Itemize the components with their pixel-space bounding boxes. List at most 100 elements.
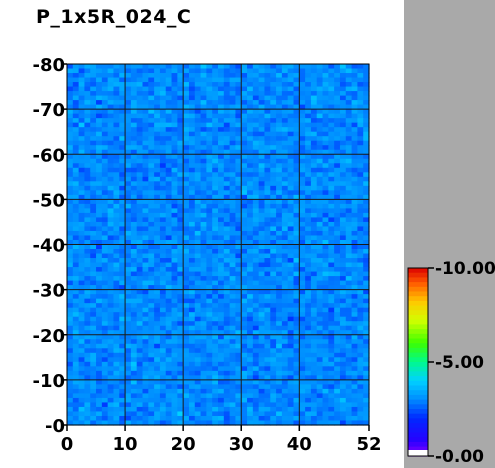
heatmap-cell — [328, 77, 335, 83]
heatmap-cell — [276, 330, 283, 336]
heatmap-cell — [258, 384, 266, 390]
heatmap-cell — [351, 118, 358, 124]
heatmap-cell — [154, 136, 161, 142]
heatmap-cell — [154, 176, 161, 182]
heatmap-cell — [276, 82, 283, 88]
heatmap-cell — [165, 226, 173, 232]
heatmap-cell — [235, 415, 242, 422]
heatmap-cell — [328, 64, 335, 70]
heatmap-cell — [148, 127, 155, 133]
heatmap-cell — [241, 334, 248, 340]
heatmap-cell — [264, 86, 271, 92]
heatmap-cell — [142, 294, 149, 300]
heatmap-cell — [183, 253, 190, 259]
heatmap-cell — [165, 357, 173, 363]
heatmap-cell — [351, 334, 358, 340]
heatmap-cell — [188, 230, 196, 237]
heatmap-cell — [229, 68, 237, 74]
heatmap-cell — [101, 366, 109, 372]
heatmap-cell — [247, 185, 254, 191]
heatmap-cell — [154, 239, 161, 246]
heatmap-cell — [183, 321, 190, 327]
heatmap-cell — [328, 235, 335, 241]
heatmap-cell — [258, 154, 266, 160]
heatmap-cell — [200, 91, 207, 97]
heatmap-cell — [363, 415, 370, 422]
heatmap-cell — [310, 420, 318, 426]
heatmap-cell — [287, 91, 295, 97]
heatmap-cell — [223, 95, 231, 101]
heatmap-cell — [113, 235, 120, 241]
heatmap-cell — [188, 280, 196, 286]
heatmap-cell — [241, 262, 248, 268]
heatmap-cell — [247, 208, 254, 214]
heatmap-cell — [345, 406, 353, 413]
heatmap-cell — [357, 393, 364, 399]
heatmap-cell — [72, 402, 80, 408]
heatmap-cell — [281, 199, 289, 205]
heatmap-cell — [78, 73, 86, 79]
heatmap-cell — [252, 64, 260, 70]
heatmap-cell — [90, 221, 97, 228]
heatmap-cell — [316, 397, 324, 404]
heatmap-cell — [171, 77, 178, 83]
heatmap-cell — [357, 280, 364, 286]
heatmap-cell — [130, 303, 138, 309]
heatmap-cell — [212, 140, 219, 146]
heatmap-cell — [345, 325, 353, 331]
heatmap-cell — [206, 181, 213, 187]
heatmap-cell — [351, 366, 358, 372]
heatmap-cell — [229, 118, 237, 124]
heatmap-cell — [270, 361, 277, 367]
heatmap-cell — [183, 167, 190, 173]
heatmap-cell — [188, 388, 196, 395]
heatmap-cell — [148, 411, 155, 417]
heatmap-cell — [96, 235, 103, 241]
heatmap-cell — [247, 312, 254, 318]
heatmap-cell — [316, 158, 324, 164]
heatmap-cell — [299, 167, 306, 173]
heatmap-cell — [328, 366, 335, 372]
heatmap-cell — [328, 325, 335, 331]
heatmap-cell — [339, 73, 347, 79]
heatmap-cell — [357, 298, 364, 304]
heatmap-cell — [90, 348, 97, 354]
heatmap-cell — [247, 334, 254, 340]
heatmap-cell — [247, 379, 254, 385]
heatmap-cell — [276, 127, 283, 133]
heatmap-cell — [223, 379, 231, 385]
heatmap-cell — [188, 312, 196, 318]
heatmap-cell — [188, 357, 196, 363]
heatmap-cell — [316, 221, 324, 228]
heatmap-cell — [107, 420, 115, 426]
heatmap-cell — [351, 199, 358, 205]
heatmap-cell — [159, 393, 167, 399]
heatmap-cell — [200, 154, 207, 160]
heatmap-cell — [287, 95, 295, 101]
heatmap-cell — [206, 312, 213, 318]
heatmap-cell — [328, 244, 335, 250]
heatmap-cell — [200, 194, 207, 200]
heatmap-cell — [125, 82, 132, 88]
heatmap-cell — [264, 167, 271, 173]
heatmap-cell — [125, 343, 132, 349]
heatmap-cell — [252, 271, 260, 277]
heatmap-cell — [276, 145, 283, 151]
heatmap-cell — [159, 379, 167, 385]
heatmap-cell — [258, 140, 266, 146]
heatmap-cell — [159, 307, 167, 313]
heatmap-cell — [281, 77, 289, 83]
heatmap-cell — [229, 316, 237, 322]
heatmap-cell — [241, 307, 248, 313]
heatmap-cell — [339, 68, 347, 74]
heatmap-cell — [177, 384, 184, 390]
heatmap-cell — [67, 415, 74, 422]
heatmap-cell — [281, 163, 289, 169]
heatmap-cell — [148, 415, 155, 422]
colorbar-swatch — [408, 343, 428, 349]
heatmap-cell — [334, 194, 341, 200]
heatmap-cell — [125, 172, 132, 178]
heatmap-cell — [339, 140, 347, 146]
heatmap-cell — [334, 167, 341, 173]
heatmap-cell — [90, 86, 97, 92]
